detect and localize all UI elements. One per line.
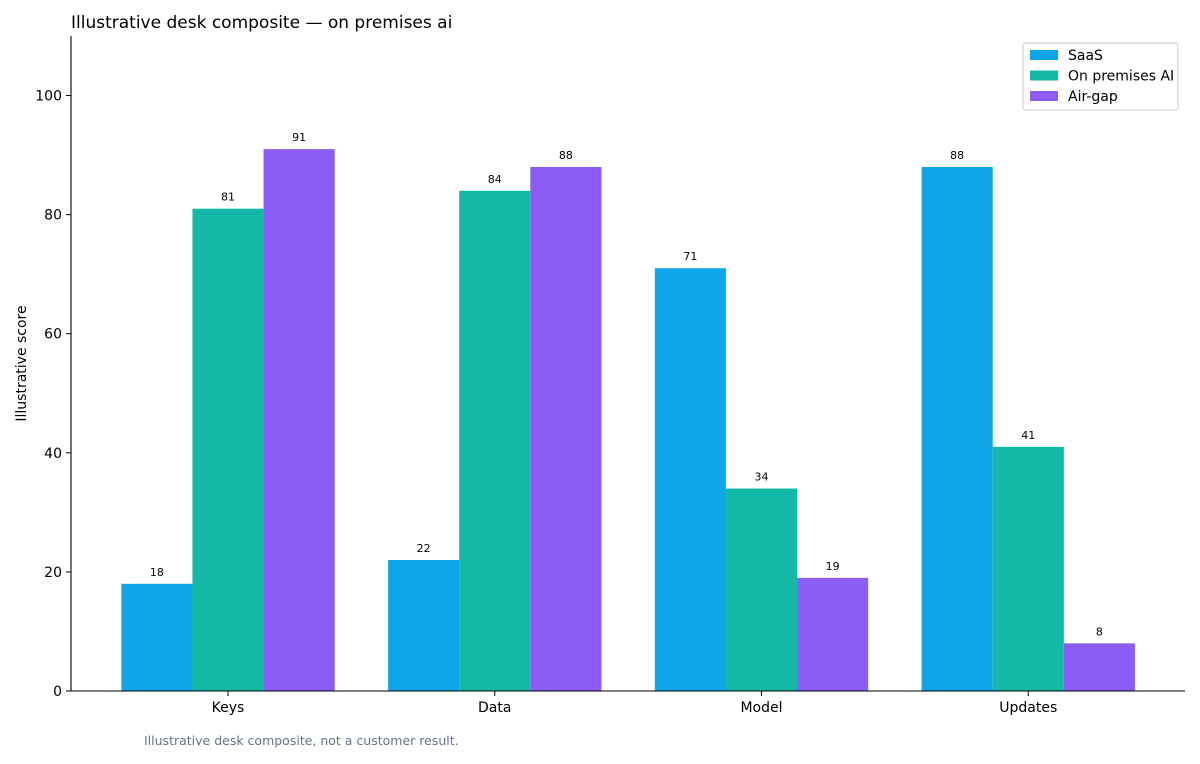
- legend-label: On premises AI: [1068, 69, 1174, 85]
- bar-value-label: 18: [150, 566, 164, 579]
- y-tick-label: 80: [44, 208, 62, 224]
- bar: [459, 190, 531, 691]
- legend-swatch: [1030, 50, 1058, 60]
- legend-label: SaaS: [1068, 48, 1103, 64]
- legend-swatch: [1030, 70, 1058, 81]
- bar: [725, 488, 798, 691]
- bar: [388, 560, 460, 691]
- bar: [530, 167, 602, 691]
- bar-value-label: 88: [559, 149, 573, 162]
- legend-box: [1022, 42, 1179, 111]
- bar: [921, 167, 993, 691]
- x-tick-label: Model: [740, 700, 782, 716]
- bar-value-label: 71: [683, 250, 697, 263]
- y-tick-label: 100: [35, 89, 62, 105]
- axes-lines: [70, 36, 1185, 692]
- bar-value-label: 41: [1021, 429, 1035, 442]
- y-tick-label: 60: [44, 327, 62, 343]
- bar-value-label: 84: [488, 173, 502, 186]
- bar-value-label: 34: [755, 471, 769, 484]
- y-axis-label: Illustrative score: [14, 305, 30, 421]
- bar: [121, 583, 193, 691]
- bar: [654, 268, 726, 691]
- bar-value-labels: 18 81 91 22 84 88 71 34 19 88 41 8: [150, 131, 1103, 638]
- x-tick-label: Keys: [212, 700, 245, 716]
- y-axis: 0 20 40 60 80 100: [35, 89, 71, 700]
- bar-value-label: 91: [292, 131, 306, 144]
- bar-value-label: 22: [417, 542, 431, 555]
- y-tick-label: 0: [53, 684, 62, 700]
- bar: [1063, 643, 1135, 691]
- bar-value-label: 19: [826, 560, 840, 573]
- bar-value-label: 8: [1096, 625, 1103, 638]
- legend-label: Air-gap: [1068, 89, 1118, 105]
- bar: [992, 446, 1064, 691]
- legend: SaaS On premises AI Air-gap: [1022, 42, 1179, 111]
- bars: [121, 149, 1135, 692]
- footnote: Illustrative desk composite, not a custo…: [144, 733, 459, 748]
- y-tick-label: 40: [44, 446, 62, 462]
- legend-swatch: [1030, 91, 1058, 101]
- bar: [192, 208, 264, 691]
- bar-value-label: 88: [950, 149, 964, 162]
- bar: [797, 577, 869, 691]
- x-tick-label: Updates: [999, 700, 1057, 716]
- bar: [263, 149, 335, 692]
- bar-value-label: 81: [221, 191, 235, 204]
- x-axis: Keys Data Model Updates: [212, 691, 1057, 716]
- chart-title: Illustrative desk composite — on premise…: [71, 13, 452, 33]
- y-tick-label: 20: [44, 565, 62, 581]
- x-tick-label: Data: [478, 700, 511, 716]
